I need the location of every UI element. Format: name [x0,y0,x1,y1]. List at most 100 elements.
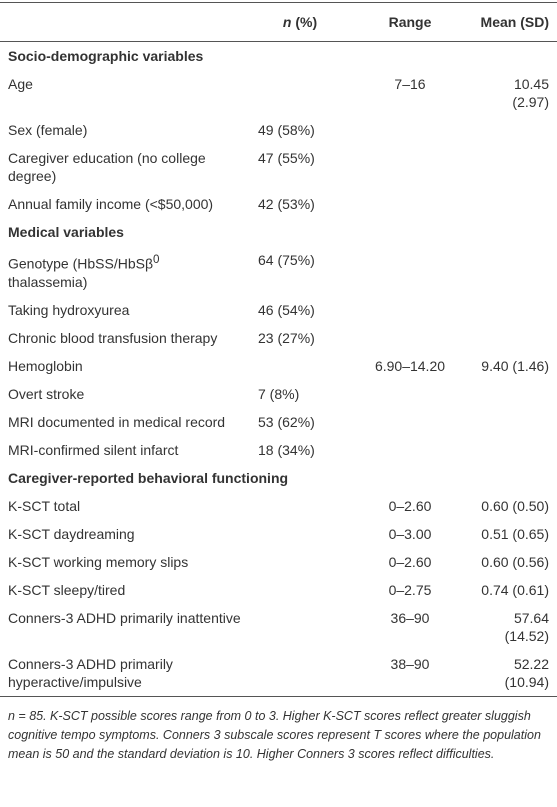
header-cell: Mean (SD) [480,14,549,30]
data-row: Taking hydroxyurea 46 (54%) [0,296,557,324]
data-row: Overt stroke 7 (8%) [0,380,557,408]
row-label: Annual family income (<$50,000) [8,196,214,212]
data-row: Sex (female) 49 (58%) [0,116,557,144]
mean-cell: 0.60 (0.50) [481,497,549,514]
data-row: Annual family income (<$50,000) 42 (53%) [0,190,557,218]
n-cell [250,548,350,576]
n-cell: 42 (53%) [258,196,315,212]
row-label: K-SCT daydreaming [8,525,135,542]
row-label: Sex (female) [8,122,88,138]
footnote: n = 85. K-SCT possible scores range from… [8,708,541,761]
header-blank [0,3,250,42]
label-tail: thalassemia) [8,273,88,290]
header-row: n (%) Range Mean (SD) [0,2,557,42]
data-row: K-SCT daydreaming 0–3.00 0.51 (0.65) [0,520,557,548]
n-cell [250,70,350,116]
data-row: MRI-confirmed silent infarct 18 (34%) [0,436,557,464]
mean-cell [470,116,557,144]
n-cell: 64 (75%) [258,252,315,268]
mean-cell: 52.22 (10.94) [504,655,549,690]
header-italic: n [282,14,292,30]
range-cell [350,436,470,464]
mean-cell [470,144,557,190]
range-cell: 6.90–14.20 [374,357,446,374]
table-body: Socio-demographic variables Age 7–16 10.45 … [0,42,557,697]
mean-cell: 57.64 (14.52) [504,609,549,644]
data-row: K-SCT working memory slips 0–2.60 0.60 (0.… [0,548,557,576]
n-cell [250,576,350,604]
mean-cell: 0.60 (0.56) [481,553,549,570]
data-row: Genotype (HbSS/HbSβ0 thalassemia) 64 (75%… [0,246,557,296]
range-cell [350,380,470,408]
n-cell [250,520,350,548]
row-label: Caregiver education (no college degree) [8,150,206,184]
range-cell [350,408,470,436]
n-cell: 49 (58%) [258,122,315,138]
mean-cell: 9.40 (1.46) [481,357,549,374]
section-title: Socio-demographic variables [8,48,204,64]
n-cell [250,352,350,380]
n-cell [250,650,350,697]
row-label: MRI documented in medical record [8,413,226,430]
header-cell: n (%) [250,3,350,42]
mean-cell [470,380,557,408]
range-cell [350,296,470,324]
row-label: Overt stroke [8,385,85,402]
row-label: Conners-3 ADHD primarily inattentive [8,609,241,626]
range-cell: 0–2.75 [388,581,432,598]
data-row: Conners-3 ADHD primarily inattentive 36–9… [0,604,557,650]
n-cell: 47 (55%) [258,150,315,166]
row-label: K-SCT total [8,497,81,514]
n-cell [250,604,350,650]
n-cell: 7 (8%) [258,385,300,402]
section-row: Caregiver-reported behavioral functionin… [0,464,557,492]
mean-cell: 0.51 (0.65) [481,525,549,542]
n-cell: 46 (54%) [258,301,315,318]
n-cell: 23 (27%) [258,329,315,346]
row-label: Chronic blood transfusion therapy [8,329,218,346]
data-row: K-SCT total 0–2.60 0.60 (0.50) [0,492,557,520]
table-header: n (%) Range Mean (SD) [0,2,557,42]
range-cell: 0–2.60 [388,497,432,514]
data-row: Chronic blood transfusion therapy 23 (27%… [0,324,557,352]
data-row: Age 7–16 10.45 (2.97) [0,70,557,116]
n-cell: 53 (62%) [258,413,315,430]
range-cell [350,190,470,218]
mean-cell [470,324,557,352]
row-label: Hemoglobin [8,357,83,374]
section-title: Medical variables [8,224,124,240]
data-row: Hemoglobin 6.90–14.20 9.40 (1.46) [0,352,557,380]
range-cell: 38–90 [390,655,430,672]
section-row: Socio-demographic variables [0,42,557,71]
range-cell: 0–3.00 [388,525,432,542]
n-cell [250,492,350,520]
range-cell: 7–16 [394,76,426,92]
section-title: Caregiver-reported behavioral functionin… [8,469,289,486]
label-sup: 0 [153,253,160,266]
range-cell [350,144,470,190]
data-row: Caregiver education (no college degree) 4… [0,144,557,190]
range-cell [350,116,470,144]
range-cell: 36–90 [390,609,430,626]
mean-cell: 0.74 (0.61) [481,581,549,598]
range-cell: 0–2.60 [388,553,432,570]
data-row: K-SCT sleepy/tired 0–2.75 0.74 (0.61) [0,576,557,604]
header-cell: Range [388,14,432,30]
mean-cell [470,408,557,436]
header-text: (%) [291,14,318,30]
section-row: Medical variables [0,218,557,246]
data-row: MRI documented in medical record 53 (62%) [0,408,557,436]
row-label: Genotype (HbSS/HbSβ0 thalassemia) [0,246,250,296]
data-table: n (%) Range Mean (SD) Socio-demographic … [0,2,557,697]
mean-cell [470,436,557,464]
mean-cell [470,246,557,296]
row-label: Age [8,76,33,92]
row-label: Conners-3 ADHD primarily hyperactive/imp… [8,655,173,690]
label-text: Genotype (HbSS/HbSβ [8,255,154,272]
row-label: K-SCT sleepy/tired [8,581,126,598]
mean-cell [470,296,557,324]
row-label: Taking hydroxyurea [8,301,130,318]
row-label: K-SCT working memory slips [8,553,189,570]
mean-cell [470,190,557,218]
